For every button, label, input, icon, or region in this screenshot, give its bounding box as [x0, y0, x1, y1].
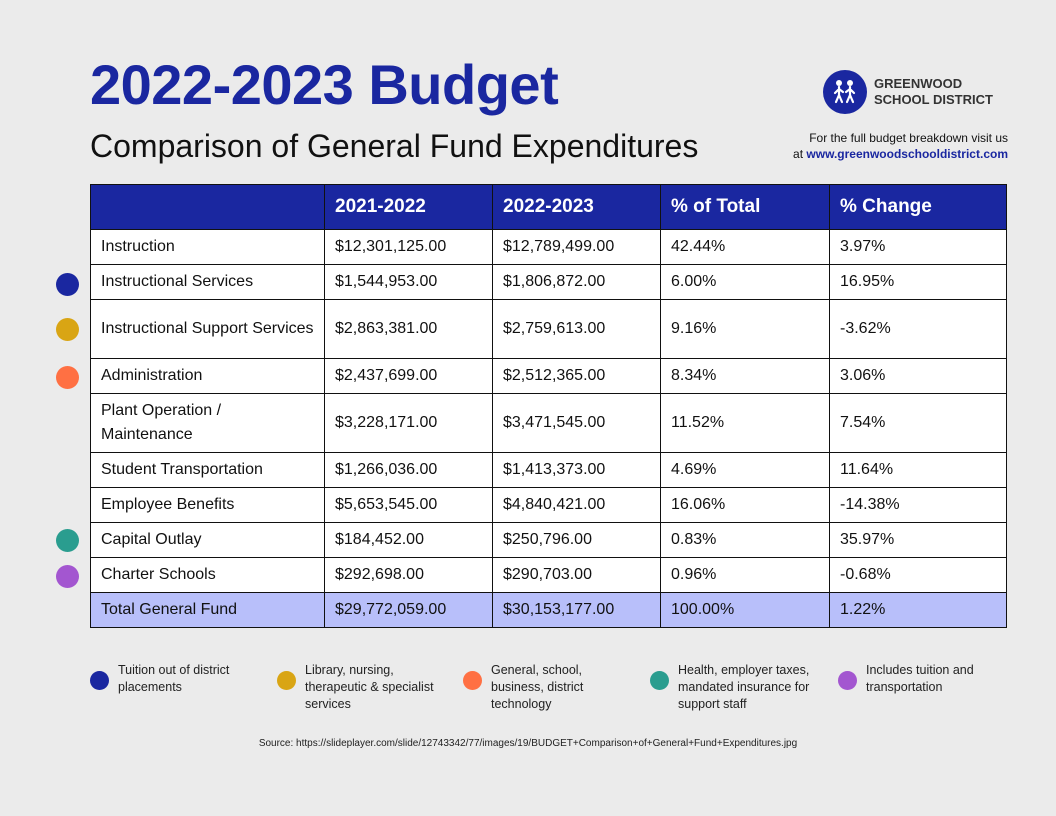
table-cell: 35.97%: [829, 522, 1007, 558]
legend-dot: [90, 671, 109, 690]
row-label: Charter Schools: [90, 557, 325, 593]
legend-dot: [650, 671, 669, 690]
table-row: Student Transportation $1,266,036.00 $1,41…: [90, 452, 1007, 488]
table-cell: $250,796.00: [492, 522, 661, 558]
table-row: Charter Schools $292,698.00 $290,703.00 0.9…: [90, 557, 1007, 593]
row-label: Employee Benefits: [90, 487, 325, 523]
table-cell: 11.64%: [829, 452, 1007, 488]
table-cell: $1,806,872.00: [492, 264, 661, 300]
table-cell: $292,698.00: [324, 557, 493, 593]
table-row: Administration $2,437,699.00 $2,512,365.00…: [90, 358, 1007, 394]
table-cell: 11.52%: [660, 393, 830, 453]
row-label: Instructional Services: [90, 264, 325, 300]
table-cell: $12,301,125.00: [324, 229, 493, 265]
table-cell: $1,413,373.00: [492, 452, 661, 488]
table-cell: 1.22%: [829, 592, 1007, 628]
column-header: [90, 184, 325, 230]
district-logo: GREENWOOD SCHOOL DISTRICT: [823, 70, 993, 114]
legend-dot: [277, 671, 296, 690]
table-cell: $30,153,177.00: [492, 592, 661, 628]
table-cell: 3.06%: [829, 358, 1007, 394]
page-subtitle: Comparison of General Fund Expenditures: [90, 128, 699, 164]
table-cell: $2,863,381.00: [324, 299, 493, 359]
legend-item: Tuition out of district placements: [90, 662, 250, 696]
table-row: Capital Outlay $184,452.00 $250,796.00 0.83…: [90, 522, 1007, 558]
table-row: Employee Benefits $5,653,545.00 $4,840,421…: [90, 487, 1007, 523]
legend-text: Tuition out of district placements: [118, 663, 230, 694]
table-row: Instruction $12,301,125.00 $12,789,499.00 4…: [90, 229, 1007, 265]
table-cell: 0.96%: [660, 557, 830, 593]
legend-text: Library, nursing, therapeutic & speciali…: [305, 663, 434, 711]
children-walking-icon: [823, 70, 867, 114]
table-row: Instructional Support Services $2,863,381…: [90, 299, 1007, 359]
table-row: Instructional Services $1,544,953.00 $1,80…: [90, 264, 1007, 300]
table-cell: 3.97%: [829, 229, 1007, 265]
table-cell: $3,228,171.00: [324, 393, 493, 453]
table-cell: $3,471,545.00: [492, 393, 661, 453]
legend-item: Health, employer taxes, mandated insuran…: [650, 662, 825, 713]
table-row: Plant Operation / Maintenance $3,228,171.…: [90, 393, 1007, 453]
column-header: 2021-2022: [324, 184, 493, 230]
table-cell: -3.62%: [829, 299, 1007, 359]
source-note: Source: https://slideplayer.com/slide/12…: [258, 738, 798, 749]
table-cell: $2,759,613.00: [492, 299, 661, 359]
row-label: Capital Outlay: [90, 522, 325, 558]
table-cell: 7.54%: [829, 393, 1007, 453]
column-header: 2022-2023: [492, 184, 661, 230]
logo-line-2: SCHOOL DISTRICT: [874, 92, 993, 107]
table-cell: 4.69%: [660, 452, 830, 488]
row-label: Instruction: [90, 229, 325, 265]
legend-item: Library, nursing, therapeutic & speciali…: [277, 662, 437, 713]
table-cell: $184,452.00: [324, 522, 493, 558]
table-cell: $12,789,499.00: [492, 229, 661, 265]
legend-item: General, school, business, district tech…: [463, 662, 613, 713]
row-label: Total General Fund: [90, 592, 325, 628]
table-cell: $1,266,036.00: [324, 452, 493, 488]
legend-marker-teal: [56, 529, 79, 552]
table-cell: 8.34%: [660, 358, 830, 394]
legend-marker-blue: [56, 273, 79, 296]
table-cell: 42.44%: [660, 229, 830, 265]
table-cell: $290,703.00: [492, 557, 661, 593]
table-cell: 16.06%: [660, 487, 830, 523]
visit-note: For the full budget breakdown visit us a…: [793, 130, 1008, 162]
row-label: Administration: [90, 358, 325, 394]
legend-marker-purple: [56, 565, 79, 588]
table-cell: 6.00%: [660, 264, 830, 300]
table-cell: $2,512,365.00: [492, 358, 661, 394]
table-cell: $2,437,699.00: [324, 358, 493, 394]
legend-text: Health, employer taxes, mandated insuran…: [678, 663, 810, 711]
table-cell: 9.16%: [660, 299, 830, 359]
row-label: Instructional Support Services: [90, 299, 325, 359]
legend-text: General, school, business, district tech…: [491, 663, 584, 711]
table-cell: 16.95%: [829, 264, 1007, 300]
visit-text: For the full budget breakdown visit us: [809, 131, 1008, 145]
row-label: Student Transportation: [90, 452, 325, 488]
page-title: 2022-2023 Budget: [90, 53, 559, 116]
legend-dot: [463, 671, 482, 690]
legend-item: Includes tuition and transportation: [838, 662, 978, 696]
legend-text: Includes tuition and transportation: [866, 663, 974, 694]
legend-dot: [838, 671, 857, 690]
table-cell: $5,653,545.00: [324, 487, 493, 523]
website-link[interactable]: www.greenwoodschooldistrict.com: [806, 147, 1008, 161]
table-cell: $4,840,421.00: [492, 487, 661, 523]
table-cell: $29,772,059.00: [324, 592, 493, 628]
visit-prefix: at: [793, 147, 804, 161]
legend-marker-orange: [56, 366, 79, 389]
budget-table: 2021-2022 2022-2023% of Total% Change Ins…: [90, 184, 1007, 628]
legend-marker-yellow: [56, 318, 79, 341]
total-row: Total General Fund $29,772,059.00 $30,153,…: [90, 592, 1007, 628]
table-cell: -0.68%: [829, 557, 1007, 593]
row-label: Plant Operation / Maintenance: [90, 393, 325, 453]
table-cell: 100.00%: [660, 592, 830, 628]
table-cell: 0.83%: [660, 522, 830, 558]
table-cell: $1,544,953.00: [324, 264, 493, 300]
table-cell: -14.38%: [829, 487, 1007, 523]
column-header: % Change: [829, 184, 1007, 230]
column-header: % of Total: [660, 184, 830, 230]
logo-line-1: GREENWOOD: [874, 76, 963, 91]
